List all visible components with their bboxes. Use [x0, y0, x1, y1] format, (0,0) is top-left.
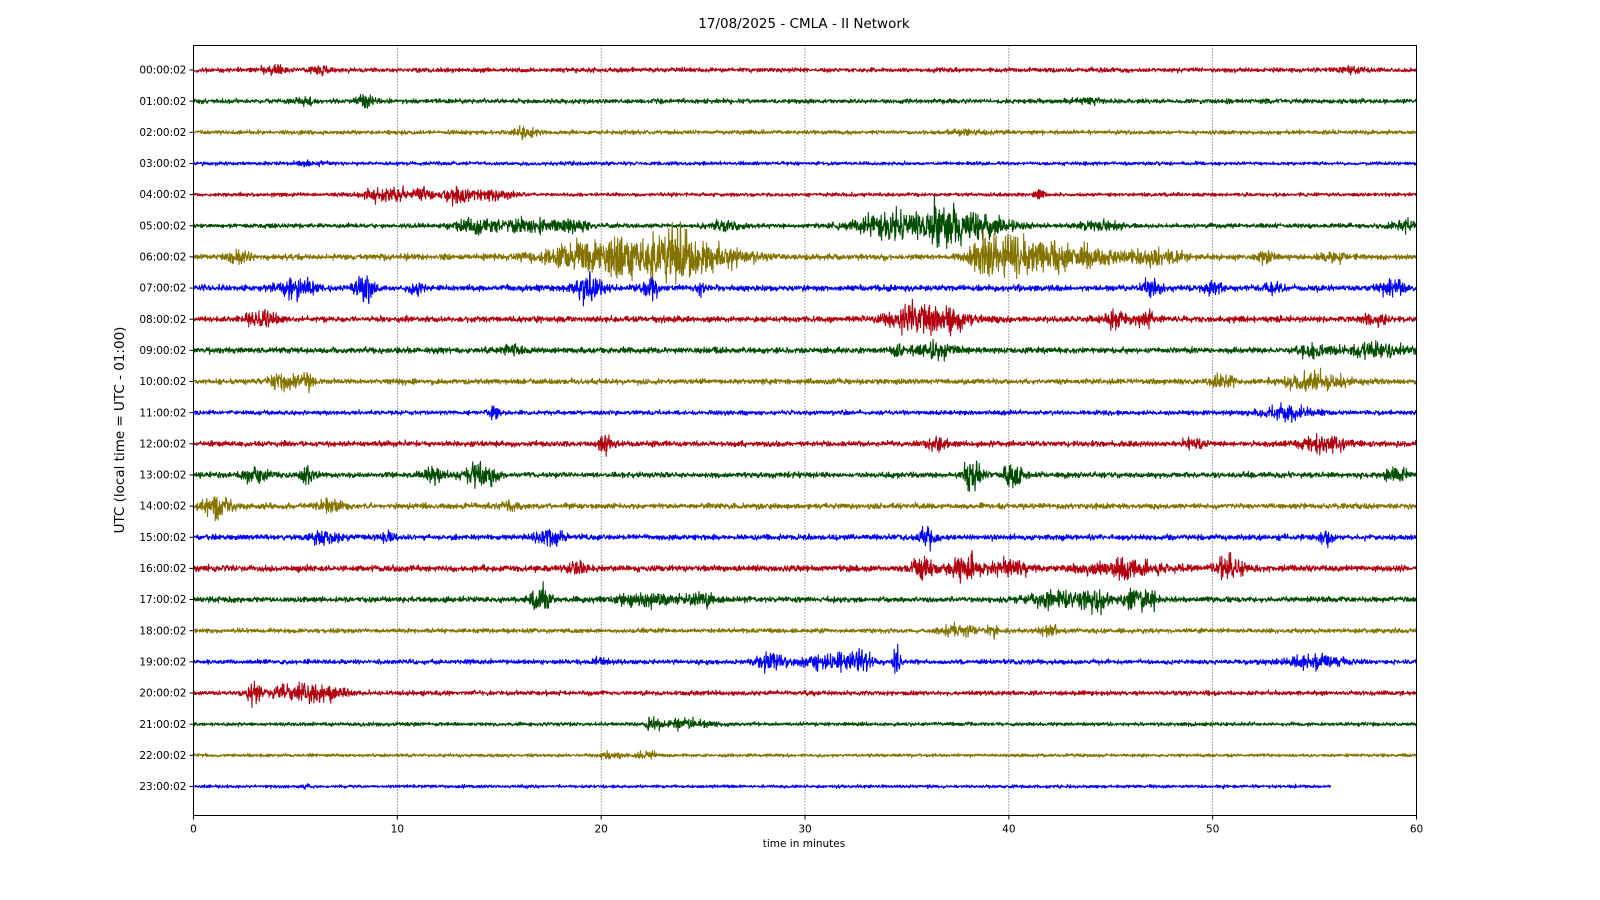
trace-05-00-02: [192, 194, 1417, 249]
hour-label: 19:00:02: [139, 656, 186, 668]
hour-label: 10:00:02: [139, 376, 186, 388]
trace-06-00-02: [192, 221, 1417, 285]
hour-label: 11:00:02: [139, 407, 186, 419]
trace-10-00-02: [192, 367, 1417, 394]
trace-07-00-02: [192, 270, 1417, 307]
hour-label: 14:00:02: [139, 501, 186, 513]
hour-label: 23:00:02: [139, 781, 186, 793]
hour-label: 17:00:02: [139, 594, 186, 606]
hour-label: 05:00:02: [139, 220, 186, 232]
trace-13-00-02: [192, 460, 1417, 492]
hour-label: 20:00:02: [139, 688, 186, 700]
hour-label: 04:00:02: [139, 189, 186, 201]
trace-23-00-02: [192, 783, 1332, 790]
hour-label: 02:00:02: [139, 127, 186, 139]
hour-label: 07:00:02: [139, 283, 186, 295]
x-tick-label: 10: [391, 824, 404, 836]
trace-02-00-02: [192, 125, 1417, 141]
y-axis-label: UTC (local time = UTC - 01:00): [112, 327, 128, 534]
trace-00-00-02: [192, 63, 1417, 77]
trace-19-00-02: [192, 643, 1417, 674]
trace-21-00-02: [192, 716, 1417, 732]
trace-14-00-02: [192, 496, 1417, 522]
trace-12-00-02: [192, 432, 1417, 457]
x-tick-label: 0: [190, 824, 197, 836]
hour-label: 18:00:02: [139, 625, 186, 637]
chart-title: 17/08/2025 - CMLA - II Network: [698, 16, 910, 32]
hour-label: 15:00:02: [139, 532, 186, 544]
trace-09-00-02: [192, 338, 1417, 362]
trace-16-00-02: [192, 549, 1417, 584]
x-axis-label: time in minutes: [763, 838, 845, 850]
x-tick-label: 50: [1206, 824, 1219, 836]
hour-label: 00:00:02: [139, 65, 186, 77]
hour-label: 01:00:02: [139, 96, 186, 108]
hour-label: 06:00:02: [139, 252, 186, 264]
trace-08-00-02: [192, 298, 1417, 337]
trace-03-00-02: [192, 159, 1417, 168]
trace-22-00-02: [192, 749, 1417, 760]
trace-18-00-02: [192, 621, 1417, 640]
hour-label: 16:00:02: [139, 563, 186, 575]
x-tick-label: 40: [1002, 824, 1015, 836]
hour-label: 22:00:02: [139, 750, 186, 762]
x-tick-label: 20: [594, 824, 607, 836]
x-tick-label: 30: [798, 824, 811, 836]
grid-lines: [396, 45, 1214, 816]
trace-15-00-02: [192, 525, 1417, 552]
hour-labels: 00:00:02 01:00:02 02:00:02 03:00:02 04:00:02…: [139, 65, 194, 793]
hour-label: 12:00:02: [139, 438, 186, 450]
hour-label: 09:00:02: [139, 345, 186, 357]
hour-label: 08:00:02: [139, 314, 186, 326]
trace-11-00-02: [192, 402, 1417, 423]
x-tick-label: 60: [1410, 824, 1423, 836]
hour-label: 03:00:02: [139, 158, 186, 170]
trace-20-00-02: [192, 680, 1417, 708]
hour-label: 21:00:02: [139, 719, 186, 731]
seismic-traces: [192, 63, 1417, 790]
trace-17-00-02: [192, 581, 1417, 616]
hour-label: 13:00:02: [139, 470, 186, 482]
trace-01-00-02: [192, 93, 1417, 109]
x-axis-ticks: 0 10 20 30 40 50 60: [190, 815, 1423, 836]
trace-04-00-02: [192, 185, 1417, 207]
